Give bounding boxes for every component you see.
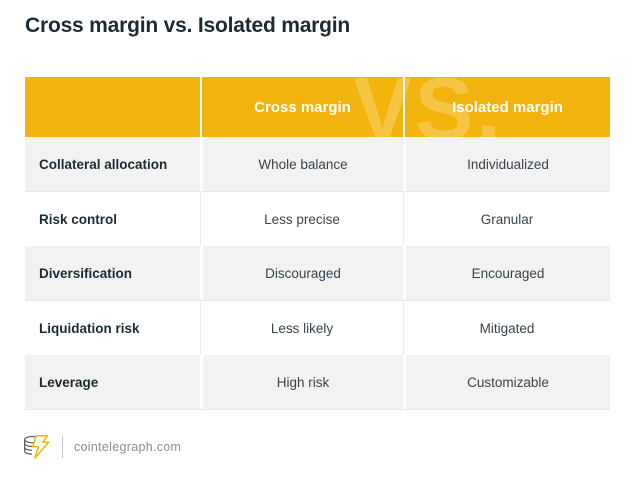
table-header-row: Cross margin Isolated margin VS. (25, 77, 610, 137)
isolated-margin-value: Mitigated (403, 301, 610, 355)
table-row: Collateral allocation Whole balance Indi… (25, 137, 610, 192)
header-cross-margin-label: Cross margin (254, 98, 351, 116)
header-isolated-margin: Isolated margin (403, 77, 610, 137)
vs-watermark: VS. (353, 77, 504, 137)
cross-margin-value: Discouraged (200, 246, 403, 300)
row-label: Collateral allocation (39, 156, 168, 172)
cointelegraph-logo-icon (22, 434, 51, 460)
footer-divider (62, 436, 63, 458)
isolated-margin-value: Granular (403, 192, 610, 246)
isolated-margin-value: Encouraged (403, 246, 610, 300)
header-isolated-margin-label: Isolated margin (452, 98, 563, 116)
cross-margin-value: Whole balance (200, 137, 403, 191)
row-label: Leverage (39, 374, 99, 390)
table-row: Leverage High risk Customizable (25, 355, 610, 410)
table-row: Liquidation risk Less likely Mitigated (25, 301, 610, 355)
table-row: Risk control Less precise Granular (25, 192, 610, 246)
footer: cointelegraph.com (22, 434, 181, 460)
cross-margin-value: High risk (200, 355, 403, 409)
footer-site-url: cointelegraph.com (74, 440, 182, 454)
cross-margin-value: Less precise (200, 192, 403, 246)
cross-margin-value: Less likely (200, 301, 403, 355)
page-title: Cross margin vs. Isolated margin (25, 14, 351, 37)
comparison-table: Cross margin Isolated margin VS. Collate… (25, 77, 610, 410)
table-row: Diversification Discouraged Encouraged (25, 246, 610, 301)
header-empty-cell (25, 77, 200, 137)
row-label: Risk control (39, 211, 118, 227)
isolated-margin-value: Customizable (403, 355, 610, 409)
row-label: Liquidation risk (39, 320, 140, 336)
header-cross-margin: Cross margin (200, 77, 403, 137)
isolated-margin-value: Individualized (403, 137, 610, 191)
row-label: Diversification (39, 265, 133, 281)
